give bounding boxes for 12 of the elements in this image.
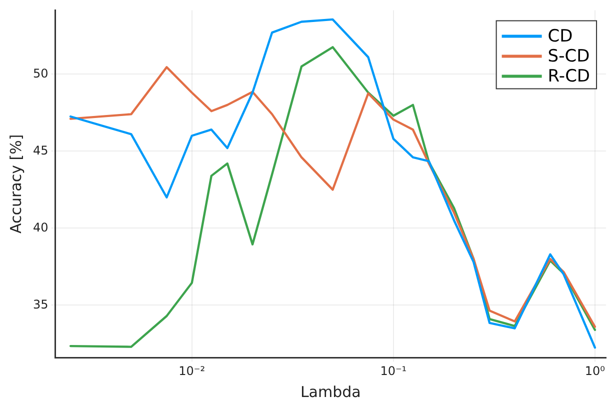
x-axis-title: Lambda xyxy=(300,382,361,401)
x-tick-label: 10⁰ xyxy=(584,364,606,378)
legend-label: CD xyxy=(548,26,573,47)
legend-label: R-CD xyxy=(548,66,590,87)
y-tick-label: 45 xyxy=(32,143,48,158)
x-tick-label: 10⁻² xyxy=(178,364,206,378)
legend-label: S-CD xyxy=(548,46,590,67)
y-tick-label: 40 xyxy=(32,220,48,234)
y-tick-label: 50 xyxy=(32,66,48,80)
x-tick-label: 10⁻¹ xyxy=(380,364,407,378)
y-axis-title: Accuracy [%] xyxy=(6,134,25,234)
y-tick-label: 35 xyxy=(32,297,48,312)
